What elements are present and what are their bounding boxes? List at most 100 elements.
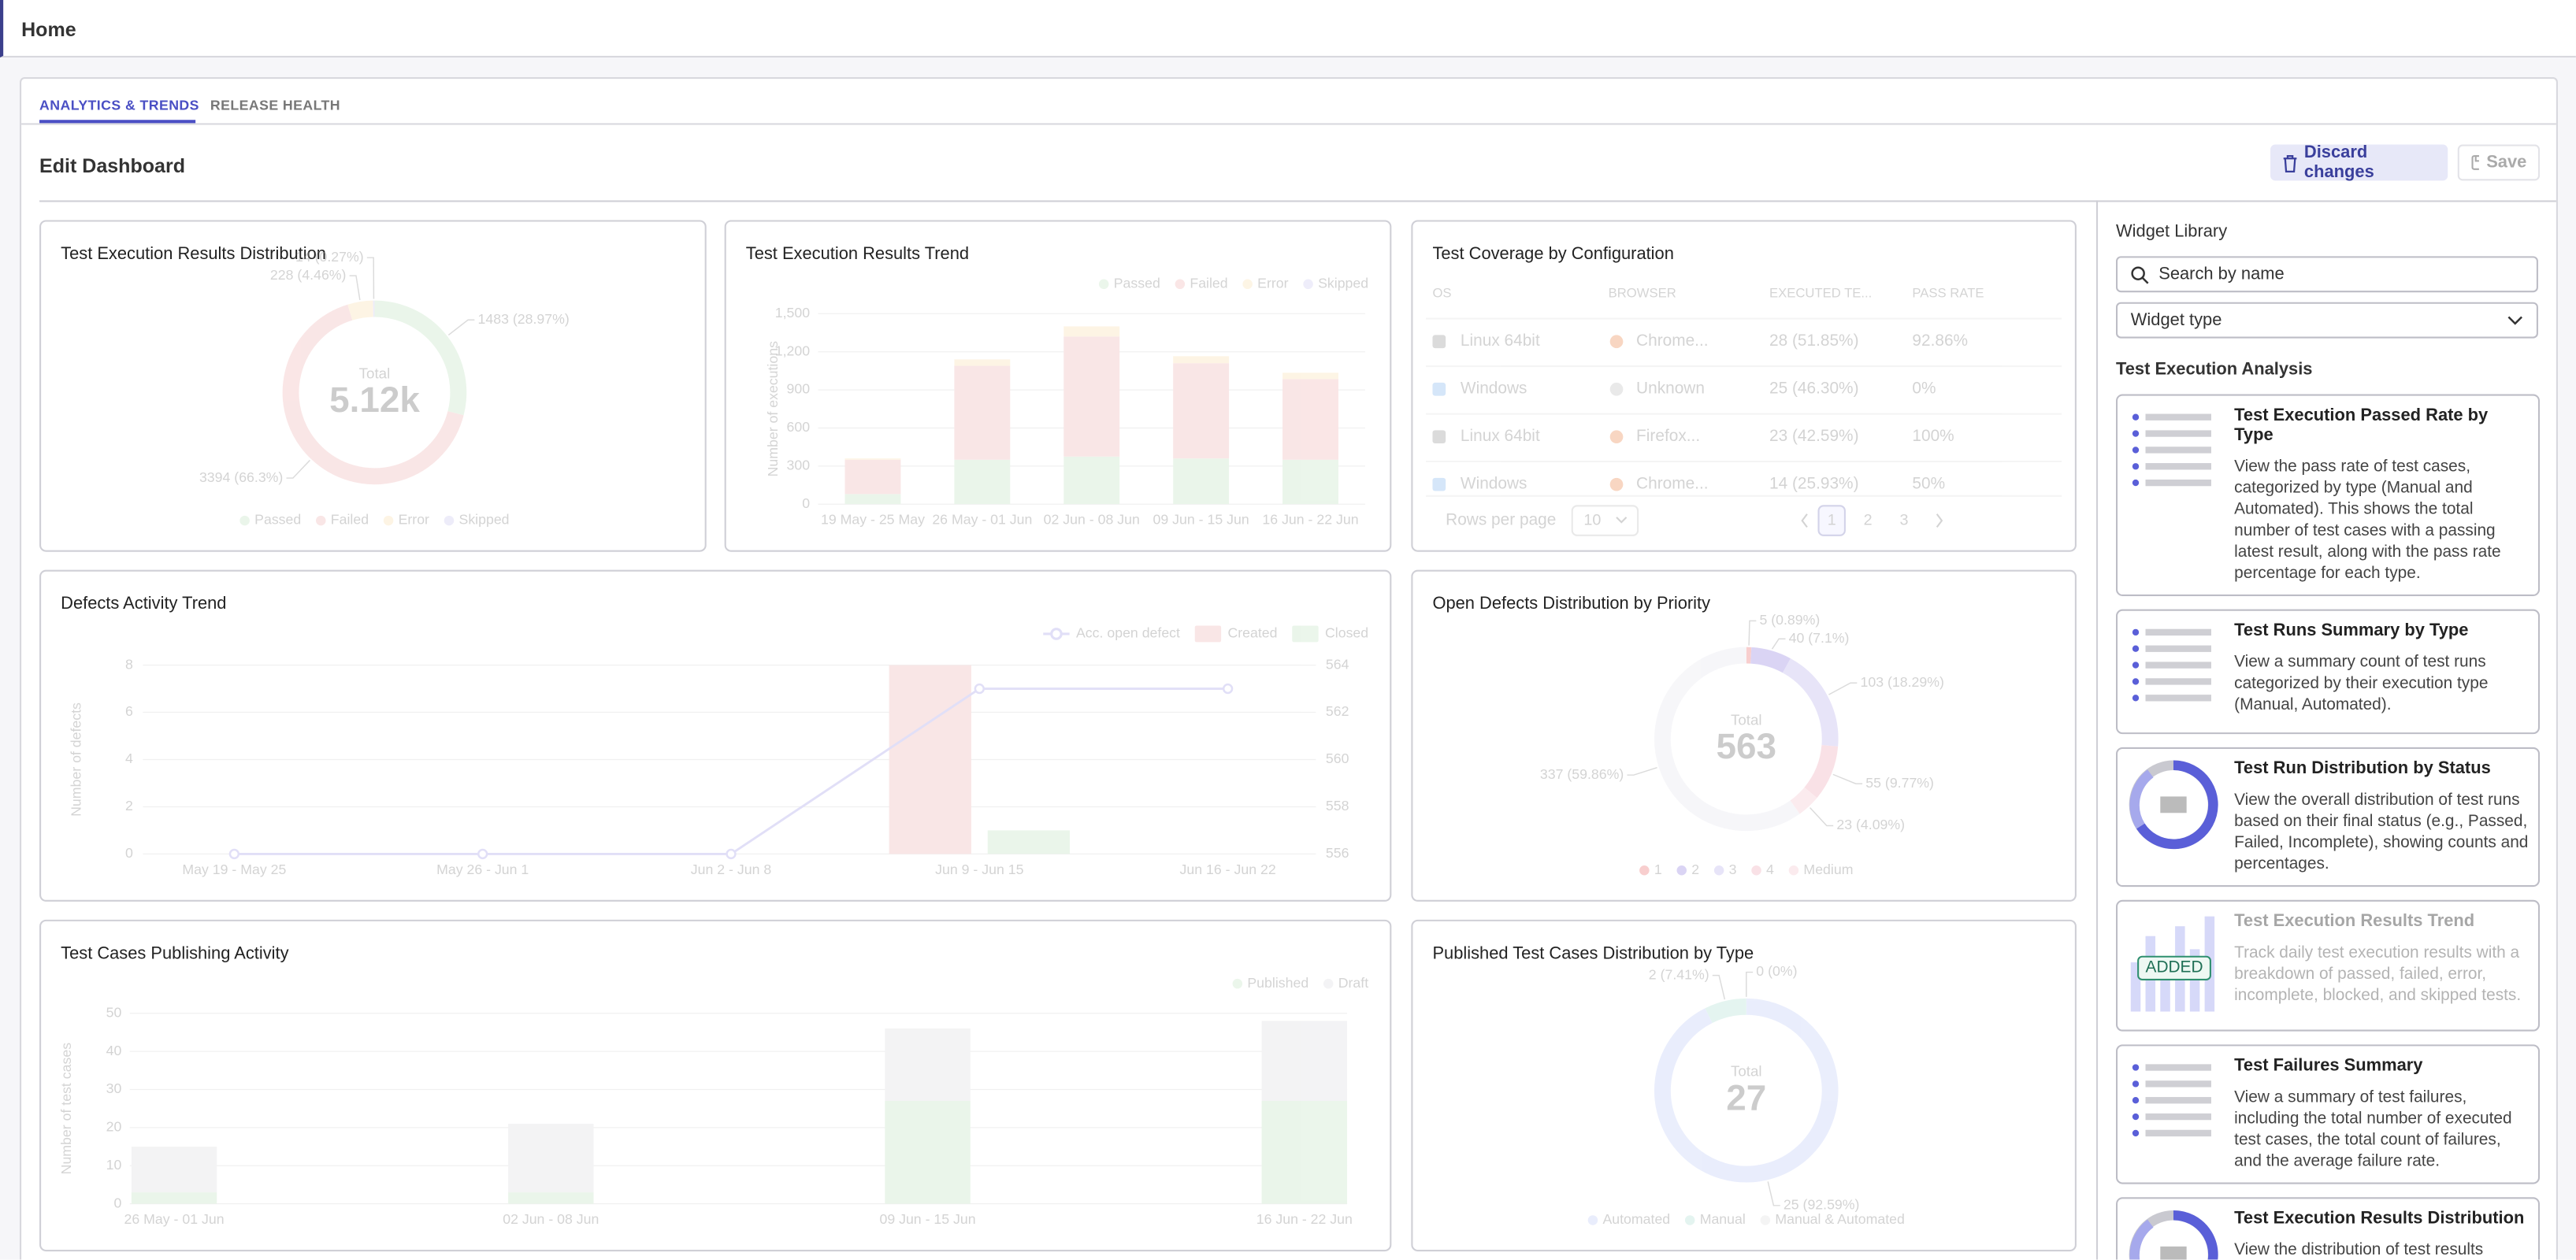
y-tick-label: 900 bbox=[787, 381, 811, 397]
widget-description: Track daily test execution results with … bbox=[2234, 944, 2522, 1006]
bar-segment bbox=[1063, 336, 1120, 457]
widget[interactable]: Open Defects Distribution by Priority 5 (… bbox=[1411, 569, 2077, 902]
legend-swatch bbox=[1292, 625, 1319, 643]
donut-segment bbox=[1750, 647, 1791, 673]
widget-card[interactable]: Test Execution Results Distribution View … bbox=[2115, 1197, 2541, 1260]
icon-bar bbox=[2145, 1129, 2211, 1137]
widget[interactable]: Defects Activity Trend 0 2 4 6 8 556 558 560 562 5… bbox=[39, 569, 1392, 902]
column-header: BROWSER bbox=[1609, 286, 1676, 301]
line bbox=[234, 687, 1228, 855]
data-label: 14 (0.27%) bbox=[295, 249, 364, 265]
y-tick-label: 0 bbox=[125, 845, 133, 861]
widget-icon bbox=[2126, 404, 2222, 584]
legend-swatch bbox=[1098, 279, 1109, 290]
widget-description: View the distribution of test results bbox=[2234, 1241, 2484, 1260]
widget-card[interactable]: Test Runs Summary by Type View a summary … bbox=[2115, 609, 2541, 735]
widget[interactable]: Test Execution Results Distribution 1483 … bbox=[39, 220, 707, 552]
widget-body: Test Execution Passed Rate by Type View t… bbox=[2234, 404, 2528, 584]
icon-dot bbox=[2132, 1113, 2140, 1121]
tab[interactable]: ANALYTICS & TRENDS bbox=[39, 97, 199, 113]
bar-segment bbox=[954, 365, 1011, 460]
total-value: 5.12k bbox=[329, 379, 420, 420]
cell: Chrome... bbox=[1636, 475, 1709, 493]
icon-dot bbox=[2132, 1129, 2140, 1137]
page-number[interactable]: 3 bbox=[1899, 511, 1908, 528]
prev-page[interactable] bbox=[1801, 513, 1808, 528]
legend: Published Draft bbox=[1232, 975, 1368, 991]
icon-dot bbox=[2132, 447, 2140, 454]
bar-segment bbox=[1261, 1100, 1348, 1204]
widget-body: Test Execution Results Trend Track daily … bbox=[2234, 910, 2528, 1020]
total-value: 27 bbox=[1726, 1077, 1766, 1117]
icon-bar bbox=[2145, 662, 2211, 669]
bar-segment bbox=[1173, 356, 1230, 364]
y-tick-label: 30 bbox=[106, 1080, 122, 1096]
type-select[interactable]: Widget type bbox=[2115, 302, 2538, 339]
bar-segment bbox=[1282, 459, 1338, 505]
y-tick-label: 564 bbox=[1326, 656, 1349, 672]
widget[interactable]: Test Execution Results Trend 0 300 600 900 1,… bbox=[724, 220, 1392, 552]
discard-button[interactable]: Discard changes bbox=[2270, 143, 2448, 182]
widget-title: Defects Activity Trend bbox=[61, 593, 226, 613]
donut-segment bbox=[1654, 647, 1800, 832]
legend-item: Failed bbox=[1175, 275, 1228, 291]
icon-bar bbox=[2145, 628, 2211, 636]
bar-segment bbox=[844, 494, 901, 505]
legend-item: 4 bbox=[1751, 862, 1774, 877]
widget-description: View a summary count of test runs catego… bbox=[2234, 653, 2489, 715]
search-input[interactable]: Search by name bbox=[2115, 256, 2538, 293]
leader-line bbox=[349, 275, 361, 301]
divider bbox=[2095, 200, 2099, 1260]
y-tick-label: 8 bbox=[125, 656, 133, 672]
widget-card[interactable]: Test Run Distribution by Status View the … bbox=[2115, 747, 2541, 888]
legend: Automated Manual Manual & Automated bbox=[1587, 1211, 1905, 1227]
cell: Firefox... bbox=[1636, 427, 1700, 445]
leader-line bbox=[1832, 773, 1863, 784]
widget-icon bbox=[2126, 757, 2222, 875]
legend-label: Error bbox=[399, 512, 429, 528]
y-tick-label: 6 bbox=[125, 703, 133, 719]
donut-segment bbox=[1804, 744, 1839, 799]
widget[interactable]: Published Test Cases Distribution by Typ… bbox=[1411, 919, 2077, 1252]
page-number[interactable]: 2 bbox=[1864, 511, 1873, 528]
y-tick-label: 20 bbox=[106, 1119, 122, 1135]
icon-dot bbox=[2132, 695, 2140, 702]
tab[interactable]: RELEASE HEALTH bbox=[210, 97, 341, 113]
widget-title: Test Execution Results Trend bbox=[2234, 911, 2475, 932]
y-tick-label: 4 bbox=[125, 750, 133, 766]
widget-icon bbox=[2126, 1207, 2222, 1260]
legend-item: Published bbox=[1232, 975, 1308, 991]
icon-center bbox=[2160, 1246, 2187, 1260]
widget-card[interactable]: ADDED Test Execution Results Trend Track d… bbox=[2115, 899, 2541, 1032]
save-button[interactable]: Save bbox=[2457, 144, 2541, 181]
legend: 1 2 3 4 Medium bbox=[1639, 862, 1853, 877]
widget[interactable]: Test Coverage by Configuration OS BROWSER E… bbox=[1411, 220, 2077, 552]
legend-label: Published bbox=[1247, 975, 1308, 991]
data-label: 228 (4.46%) bbox=[270, 267, 347, 283]
widget[interactable]: Test Cases Publishing Activity 0 10 20 30 40 5… bbox=[39, 919, 1392, 1252]
x-tick-label: 16 Jun - 22 Jun bbox=[1256, 1211, 1353, 1227]
icon-dot bbox=[2132, 1080, 2140, 1088]
cell: Linux 64bit bbox=[1461, 427, 1540, 445]
bar-segment bbox=[131, 1147, 217, 1193]
widget-icon bbox=[2126, 619, 2222, 722]
legend-swatch bbox=[1684, 1215, 1695, 1225]
donut-segment bbox=[1782, 658, 1839, 747]
y-tick-label: 300 bbox=[787, 458, 811, 473]
icon-bar bbox=[2145, 479, 2211, 487]
widget-card[interactable]: Test Failures Summary View a summary of t… bbox=[2115, 1044, 2541, 1184]
legend: Acc. open defect Created Closed bbox=[1043, 625, 1368, 643]
widget-card[interactable]: Test Execution Passed Rate by Type View t… bbox=[2115, 394, 2541, 597]
bar-segment bbox=[508, 1192, 594, 1204]
legend-item: Skipped bbox=[444, 512, 510, 528]
cell: 100% bbox=[1912, 427, 1954, 445]
icon-bar bbox=[2145, 1064, 2211, 1071]
data-label: 23 (4.09%) bbox=[1836, 817, 1905, 832]
page-number[interactable]: 1 bbox=[1828, 511, 1836, 528]
donut-icon bbox=[2129, 1210, 2218, 1260]
bar-segment bbox=[1261, 1021, 1348, 1101]
save-icon bbox=[2471, 155, 2480, 170]
next-page[interactable] bbox=[1936, 513, 1943, 528]
legend-item: 2 bbox=[1676, 862, 1699, 877]
